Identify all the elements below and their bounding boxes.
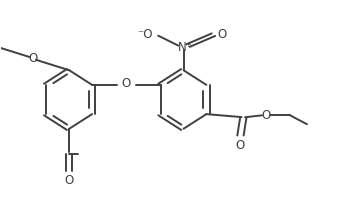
Text: O: O <box>122 77 131 90</box>
Text: O: O <box>28 52 37 65</box>
Text: O: O <box>236 139 245 152</box>
Text: ⁻O: ⁻O <box>137 28 153 41</box>
Text: N⁺: N⁺ <box>178 41 193 54</box>
Text: O: O <box>262 109 271 122</box>
Text: O: O <box>218 28 227 41</box>
Text: O: O <box>65 174 74 187</box>
